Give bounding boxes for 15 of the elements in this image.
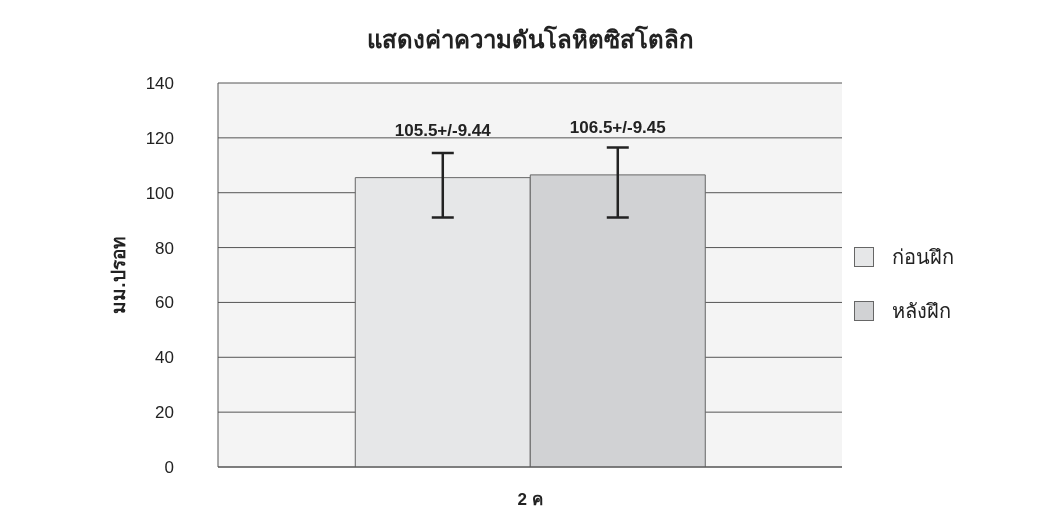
y-tick-label: 40 (155, 348, 174, 368)
chart-title: แสดงค่าความดันโลหิตซิสโตลิก (365, 24, 695, 55)
y-tick-label: 100 (145, 183, 174, 203)
data-label: 106.5+/-9.45 (569, 117, 666, 137)
x-axis-title: 2 ค (517, 490, 543, 509)
legend-label: หลังฝึก (892, 299, 951, 324)
y-tick-label: 0 (164, 458, 174, 478)
y-tick-label: 20 (155, 403, 174, 423)
y-tick-label: 80 (155, 238, 174, 258)
y-tick-label: 120 (145, 128, 174, 148)
legend-label: ก่อนฝึก (892, 245, 954, 270)
data-label: 105.5+/-9.44 (394, 120, 492, 140)
y-axis-title: มม.ปรอท (107, 236, 129, 314)
y-tick-label: 60 (155, 293, 174, 313)
y-tick-label: 140 (145, 74, 174, 94)
